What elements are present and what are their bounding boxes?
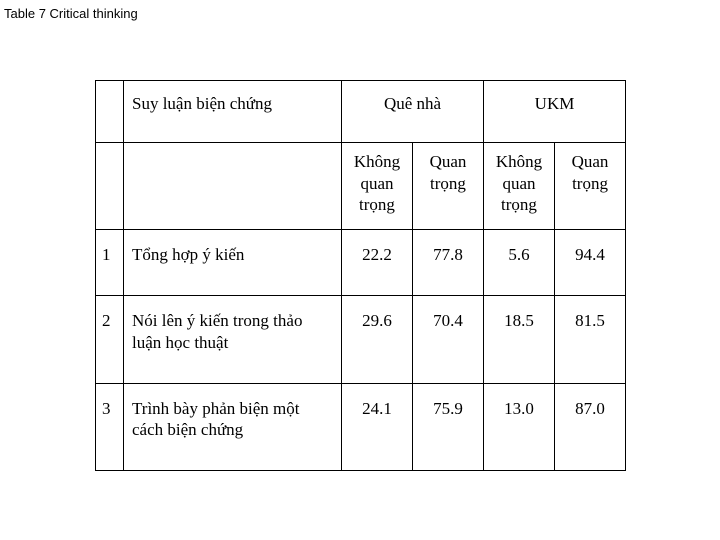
row-val-c: 13.0: [484, 383, 555, 471]
header-sub-c: Không quan trọng: [484, 143, 555, 230]
row-val-d: 87.0: [555, 383, 626, 471]
row-val-d: 81.5: [555, 296, 626, 384]
header-sub-a: Không quan trọng: [342, 143, 413, 230]
row-val-a: 29.6: [342, 296, 413, 384]
header-main: Suy luận biện chứng: [124, 81, 342, 143]
row-val-b: 70.4: [413, 296, 484, 384]
table-container: Suy luận biện chứng Quê nhà UKM Không qu…: [95, 80, 625, 471]
header-group-1: Quê nhà: [342, 81, 484, 143]
row-number: 2: [96, 296, 124, 384]
row-val-c: 5.6: [484, 230, 555, 296]
row-val-d: 94.4: [555, 230, 626, 296]
table-row: 2 Nói lên ý kiến trong thảo luận học thu…: [96, 296, 626, 384]
table-header-row-1: Suy luận biện chứng Quê nhà UKM: [96, 81, 626, 143]
row-val-b: 77.8: [413, 230, 484, 296]
header-empty-desc: [124, 143, 342, 230]
header-empty-num: [96, 143, 124, 230]
critical-thinking-table: Suy luận biện chứng Quê nhà UKM Không qu…: [95, 80, 626, 471]
row-val-c: 18.5: [484, 296, 555, 384]
row-number: 3: [96, 383, 124, 471]
row-val-a: 24.1: [342, 383, 413, 471]
row-desc: Tổng hợp ý kiến: [124, 230, 342, 296]
row-number: 1: [96, 230, 124, 296]
header-empty-corner: [96, 81, 124, 143]
row-desc: Trình bày phản biện một cách biện chứng: [124, 383, 342, 471]
header-sub-d: Quan trọng: [555, 143, 626, 230]
header-sub-b: Quan trọng: [413, 143, 484, 230]
table-header-row-2: Không quan trọng Quan trọng Không quan t…: [96, 143, 626, 230]
table-caption: Table 7 Critical thinking: [4, 6, 138, 21]
row-desc: Nói lên ý kiến trong thảo luận học thuật: [124, 296, 342, 384]
header-group-2: UKM: [484, 81, 626, 143]
table-row: 3 Trình bày phản biện một cách biện chứn…: [96, 383, 626, 471]
table-row: 1 Tổng hợp ý kiến 22.2 77.8 5.6 94.4: [96, 230, 626, 296]
row-val-b: 75.9: [413, 383, 484, 471]
row-val-a: 22.2: [342, 230, 413, 296]
